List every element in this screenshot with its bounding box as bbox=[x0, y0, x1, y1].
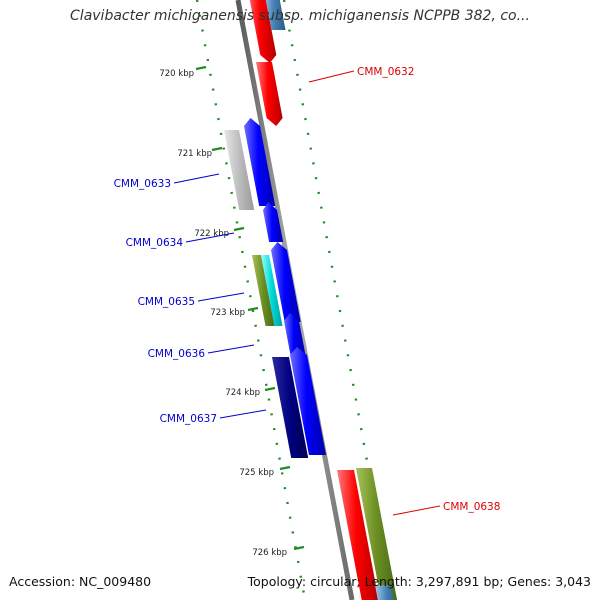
gene-feature-cmm-0638-olive[interactable] bbox=[356, 468, 398, 600]
gene-feature-cmm-0631-aux[interactable] bbox=[262, 0, 286, 30]
tick-label: 725 kbp bbox=[239, 468, 274, 478]
gene-feature-cmm-0638-reverse[interactable] bbox=[337, 470, 379, 600]
gene-feature-cmm-0634-forward[interactable] bbox=[263, 202, 284, 242]
scale-ticks: 720 kbp 721 kbp 722 kbp 723 kbp 724 kbp … bbox=[159, 65, 305, 558]
tick-mark bbox=[233, 226, 245, 232]
label-leader-line bbox=[308, 70, 355, 83]
gene-label-cmm-0633[interactable]: CMM_0633 bbox=[114, 178, 171, 190]
label-leader-line bbox=[197, 292, 245, 302]
label-leader-line bbox=[207, 344, 255, 354]
gene-feature-cmm-0637-navy[interactable] bbox=[272, 357, 309, 458]
label-leader-line bbox=[392, 505, 441, 516]
tick-label: 723 kbp bbox=[210, 308, 245, 318]
gene-feature-cmm-0633-forward[interactable] bbox=[244, 118, 276, 206]
gene-feature-cmm-0635-cyan[interactable] bbox=[261, 255, 283, 326]
gene-feature-cmm-0636-forward[interactable] bbox=[284, 313, 306, 355]
tick-mark bbox=[293, 545, 305, 551]
tick-label: 721 kbp bbox=[177, 149, 212, 159]
tick-mark bbox=[247, 306, 259, 312]
map-title: Clavibacter michiganensis subsp. michiga… bbox=[70, 8, 530, 24]
genome-summary-text: Topology: circular; Length: 3,297,891 bp… bbox=[247, 574, 591, 589]
accession-text: Accession: NC_009480 bbox=[9, 574, 152, 589]
tick-mark bbox=[211, 146, 223, 152]
label-leader-line bbox=[219, 409, 267, 419]
gene-feature-cmm-0637-forward[interactable] bbox=[290, 347, 326, 455]
gene-feature-cmm-0632-reverse[interactable] bbox=[256, 62, 283, 126]
tick-mark bbox=[195, 65, 207, 71]
tick-label: 726 kbp bbox=[252, 548, 287, 558]
gene-feature-cmm-0633-gray[interactable] bbox=[224, 130, 255, 210]
label-leader-line bbox=[185, 232, 235, 243]
tick-label: 722 kbp bbox=[194, 229, 229, 239]
gene-feature-cmm-0635-olive[interactable] bbox=[252, 255, 275, 326]
gene-feature-cmm-0631-reverse[interactable] bbox=[246, 0, 277, 63]
gene-label-cmm-0637[interactable]: CMM_0637 bbox=[160, 413, 217, 425]
gene-label-cmm-0638[interactable]: CMM_0638 bbox=[443, 501, 500, 513]
gene-feature-next-steel[interactable] bbox=[375, 585, 398, 600]
tick-mark bbox=[279, 465, 291, 471]
gene-label-cmm-0632[interactable]: CMM_0632 bbox=[357, 66, 414, 78]
gene-label-cmm-0634[interactable]: CMM_0634 bbox=[126, 237, 184, 249]
gene-feature-cmm-0635-forward[interactable] bbox=[271, 242, 301, 322]
gene-track bbox=[224, 0, 398, 600]
label-leader-line bbox=[173, 173, 220, 184]
gene-label-cmm-0636[interactable]: CMM_0636 bbox=[148, 348, 206, 360]
gene-label-cmm-0635[interactable]: CMM_0635 bbox=[138, 296, 195, 308]
tick-label: 724 kbp bbox=[225, 388, 260, 398]
gene-labels: CMM_0632 CMM_0633 CMM_0634 CMM_0635 CMM_… bbox=[114, 66, 500, 516]
tick-mark bbox=[264, 386, 276, 392]
tick-label: 720 kbp bbox=[159, 69, 194, 79]
